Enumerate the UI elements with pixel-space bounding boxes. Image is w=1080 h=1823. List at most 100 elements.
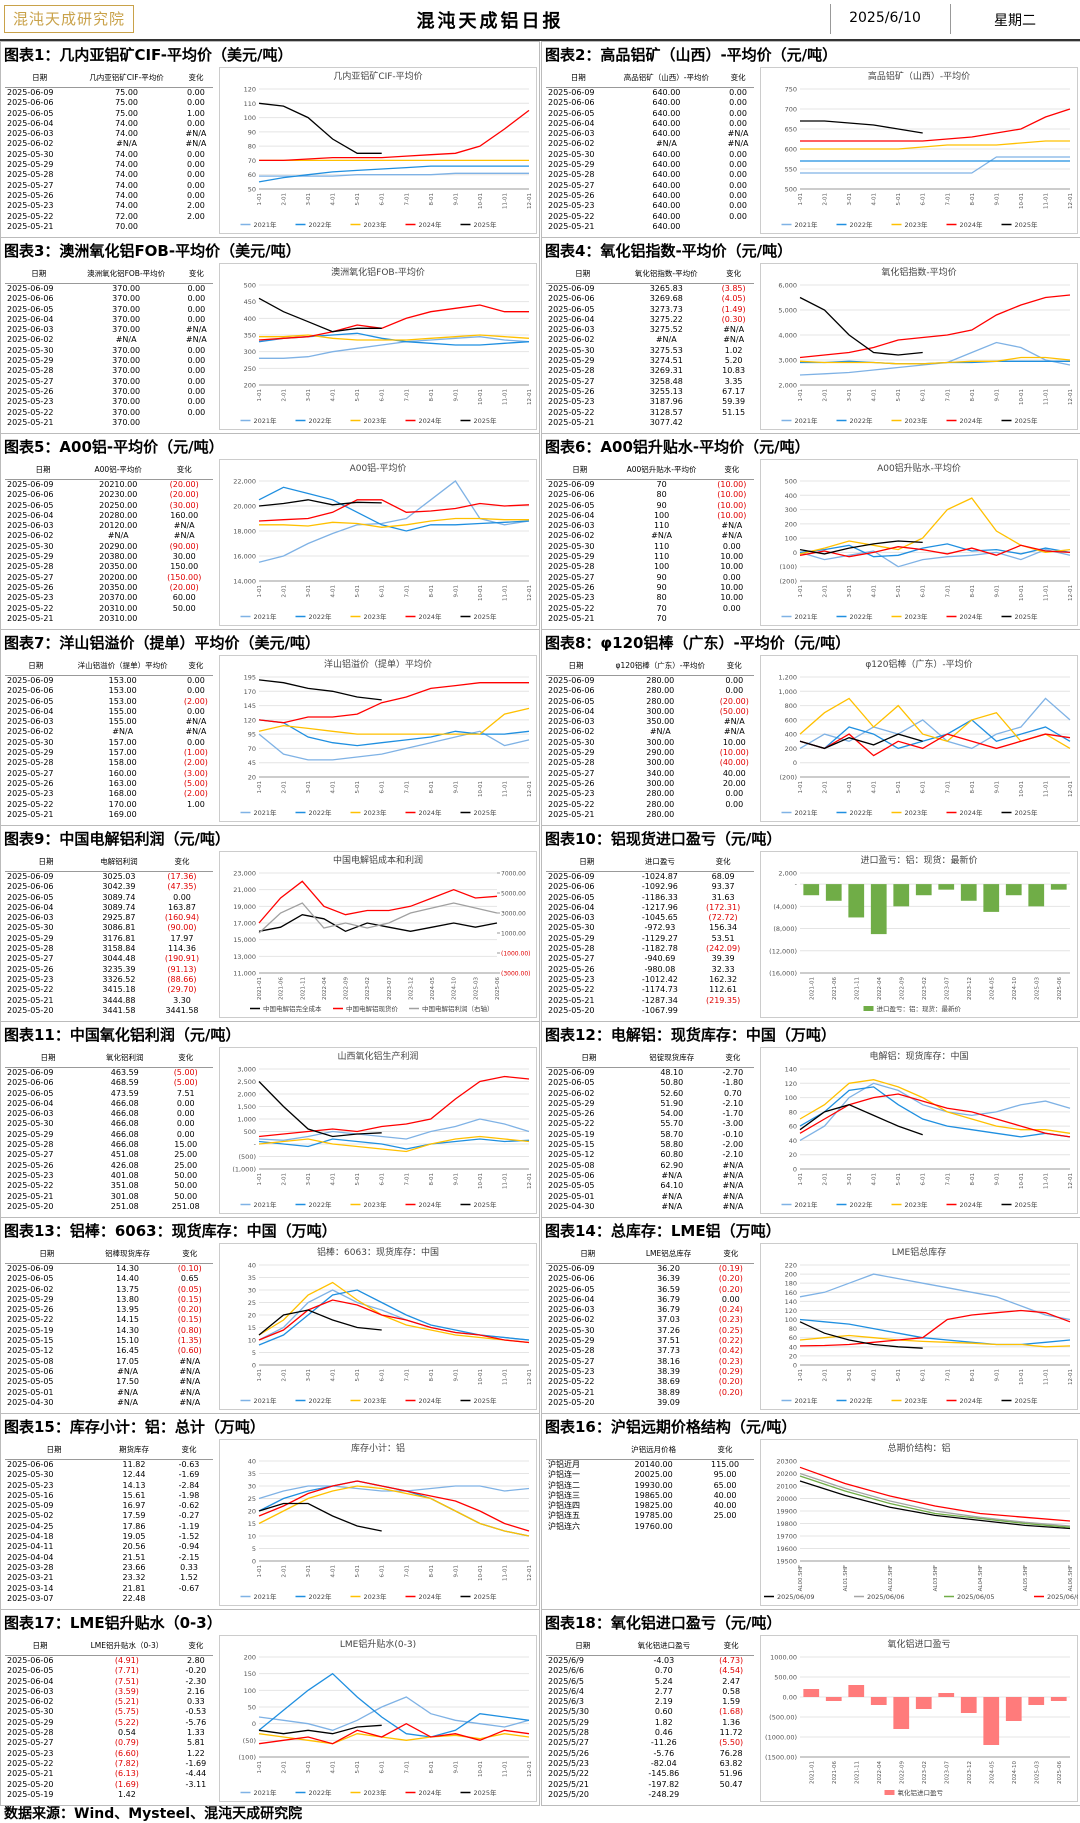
table-cell: (0.23): [718, 1315, 743, 1325]
table-row: 2025-05-27 20200.00 (150.00): [5, 573, 213, 583]
data-table: 沪铝远月价格 变化 沪铝近月 20140.00 115.00 沪铝连一 20025.00 95…: [546, 1439, 754, 1532]
table-cell: 466.08: [110, 1119, 139, 1129]
table-cell: (50.00): [719, 706, 749, 716]
table-cell: (40.00): [719, 758, 749, 768]
chart: 中国电解铝成本和利润11,00013,00015,00017,00019,000…: [219, 851, 537, 1018]
table-cell: #N/A: [723, 325, 745, 335]
table-row: 2025-05-21 70: [546, 614, 754, 624]
table-row: 2025-05-22 3128.57 51.15: [546, 408, 754, 418]
table-cell: 2025-05-30: [7, 1470, 54, 1480]
table-cell: 50.00: [174, 1191, 198, 1201]
table-cell: (2.00): [183, 758, 208, 768]
column-header: 变化: [708, 1635, 754, 1656]
x-tick-label: 10-01: [478, 1761, 484, 1777]
x-tick-label: 10-01: [478, 1369, 484, 1385]
table-row: 2025-06-05 36.59 (0.20): [546, 1285, 754, 1295]
x-tick-label: 2-01: [282, 585, 288, 597]
table-cell: 2025-05-21: [548, 613, 595, 623]
table-cell: 0.00: [729, 190, 747, 200]
table-cell: 2.19: [654, 1697, 673, 1707]
series-line: [259, 517, 529, 528]
x-tick-label: AL05.SHF: [1023, 1565, 1029, 1591]
chart-title: 氧化铝进口盈亏: [887, 1638, 950, 1650]
table-cell: 2025-05-28: [7, 170, 54, 180]
column-header: 日期: [546, 1635, 620, 1656]
table-cell: 110: [653, 521, 670, 531]
table-row: 2025-05-20 39.09: [546, 1398, 754, 1408]
column-header: 日期: [546, 459, 614, 480]
table-row: 2025-05-27 370.00 0.00: [5, 377, 213, 387]
table-cell: 14.40: [116, 1274, 140, 1284]
table-cell: -1.70: [722, 1109, 744, 1119]
table-cell: 2025-03-07: [7, 1593, 54, 1603]
table-row: 2025/5/30 0.60 (1.68): [546, 1707, 754, 1717]
table-row: 2025-05-26 -980.08 32.33: [546, 965, 754, 975]
table-row: 2025-06-02 37.03 (0.23): [546, 1315, 754, 1325]
y-tick-label: 120: [785, 1080, 797, 1088]
y-tick-label: 30: [248, 1483, 256, 1491]
legend-label: 2021年: [254, 416, 278, 425]
table-cell: 37.73: [657, 1346, 680, 1356]
table-cell: 2025-06-04: [7, 1676, 54, 1686]
table-cell: 3176.81: [102, 933, 136, 943]
table-cell: 2025-06-03: [7, 717, 54, 727]
table-cell: (20.00): [169, 582, 199, 592]
series-line: [258, 1724, 382, 1735]
table-cell: 0.00: [186, 686, 205, 696]
table-cell: 3269.68: [649, 294, 683, 304]
x-tick-label: 2022-09: [899, 1761, 905, 1784]
x-tick-label: 2021-06: [279, 977, 285, 1000]
table-cell: 2025-05-29: [548, 748, 595, 758]
table-row: 2025-05-09 16.97 -0.62: [5, 1501, 213, 1511]
legend-label: 2024年: [419, 1396, 443, 1405]
legend: 2021年 2022年 2023年 2024年 2025年: [781, 808, 1038, 817]
table-cell: 2025-05-28: [7, 1140, 54, 1150]
table-cell: 2025-06-03: [548, 325, 595, 335]
legend-label: 2023年: [905, 416, 929, 425]
table-cell: 300.00: [646, 737, 675, 747]
table-cell: 11.82: [122, 1460, 146, 1469]
table-cell: 3089.74: [102, 902, 136, 912]
table-cell: #N/A: [722, 1170, 744, 1180]
table-cell: 2025-06-09: [7, 676, 54, 685]
table-row: 2025/5/27 -11.26 (5.50): [546, 1738, 754, 1748]
series-line: [799, 1472, 1071, 1527]
table-row: 2025-05-21 280.00: [546, 810, 754, 820]
y-tick-label: 500: [785, 478, 797, 486]
table-row: 2025/5/28 0.46 11.72: [546, 1728, 754, 1738]
y-tick-label: 13,000: [233, 953, 256, 961]
column-header: 变化: [709, 459, 754, 480]
table-cell: 110: [653, 541, 670, 551]
x-tick-label: 6-01: [380, 1761, 386, 1773]
table-cell: 2025-05-23: [7, 397, 54, 407]
table-cell: 39.39: [711, 954, 735, 964]
table-cell: 5.24: [654, 1676, 673, 1686]
table-cell: 2025-05-26: [7, 582, 54, 592]
table-row: 2025/5/23 -82.04 63.82: [546, 1759, 754, 1769]
column-header: 变化: [178, 1635, 213, 1656]
table-cell: (219.35): [705, 995, 741, 1005]
table-cell: 466.08: [110, 1109, 139, 1119]
table-cell: 2025-05-28: [548, 758, 595, 768]
table-cell: 463.59: [110, 1068, 139, 1077]
table-row: 2025-05-26 3255.13 67.17: [546, 387, 754, 397]
data-table: 日期 LME铝升贴水（0-3） 变化 2025-06-06 (4.91) 2.80 2025…: [5, 1635, 213, 1800]
table-row: 2025-05-21 301.08 50.00: [5, 1192, 213, 1202]
table-cell: (3.85): [721, 284, 746, 293]
table-cell: 62.90: [660, 1160, 684, 1170]
table-cell: (1.69): [114, 1779, 139, 1789]
table-row: 2025-05-22 370.00 0.00: [5, 408, 213, 418]
x-tick-label: 7-01: [404, 585, 410, 597]
table-cell: 0.00: [187, 88, 205, 97]
y-tick-label: 800: [785, 702, 797, 710]
x-tick-label: 2-01: [823, 193, 829, 205]
x-tick-label: 10-01: [478, 389, 484, 405]
x-tick-label: 7-01: [404, 1173, 410, 1185]
x-tick-label: 2024-05: [430, 977, 436, 1000]
table-cell: 2025-05-20: [7, 1005, 54, 1015]
x-tick-label: 2025-03: [473, 977, 479, 1000]
table-cell: 2025-06-09: [7, 1068, 54, 1077]
column-header: 变化: [155, 459, 213, 480]
column-header: 日期: [5, 655, 67, 676]
y-tick-label: 0: [793, 1362, 797, 1370]
